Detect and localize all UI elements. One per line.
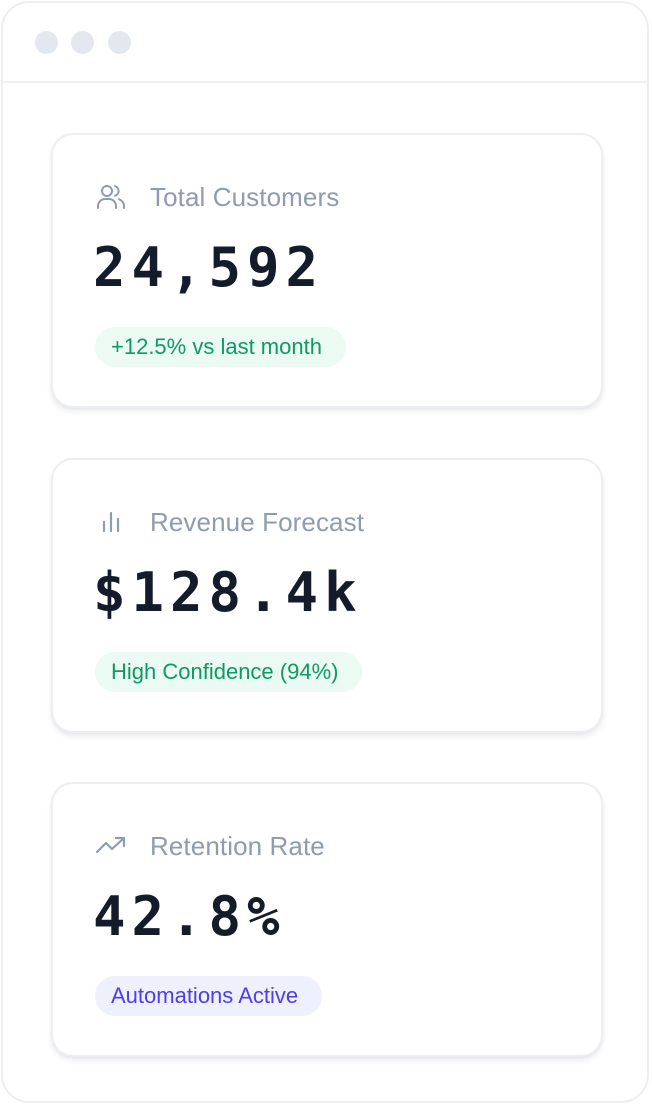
total-customers-card: Total Customers 24,592 +12.5% vs last mo… — [51, 133, 603, 408]
retention-rate-card: Retention Rate 42.8% Automations Active — [51, 782, 603, 1057]
trending-up-icon — [95, 836, 126, 854]
window-titlebar — [3, 3, 647, 83]
users-icon — [97, 185, 125, 209]
status-badge: Automations Active — [95, 976, 323, 1016]
card-title: Retention Rate — [150, 830, 325, 861]
card-title: Revenue Forecast — [150, 506, 365, 537]
window-dot-1[interactable] — [35, 31, 58, 54]
card-value: $128.4k — [93, 561, 363, 624]
card-title: Total Customers — [150, 181, 340, 212]
card-header: Revenue Forecast — [95, 504, 364, 540]
window-dot-2[interactable] — [71, 31, 94, 54]
bar-chart-icon — [102, 511, 120, 533]
card-header: Retention Rate — [95, 828, 325, 864]
confidence-badge: High Confidence (94%) — [95, 652, 363, 692]
revenue-forecast-card: Revenue Forecast $128.4k High Confidence… — [51, 458, 603, 733]
card-value: 42.8% — [93, 885, 286, 948]
card-value: 24,592 — [93, 236, 325, 299]
trend-badge: +12.5% vs last month — [95, 327, 346, 367]
window-dot-3[interactable] — [108, 31, 131, 54]
card-header: Total Customers — [95, 179, 339, 215]
